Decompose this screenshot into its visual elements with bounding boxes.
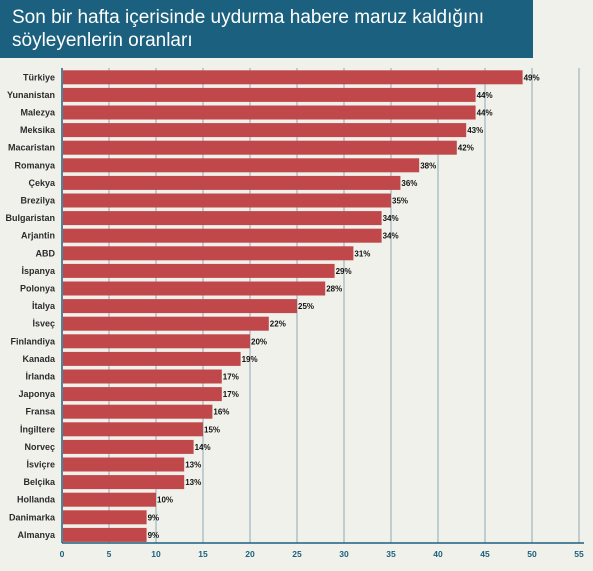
category-label: İrlanda [25,372,56,382]
bar [63,475,185,490]
value-label: 9% [148,531,160,540]
x-tick-label: 35 [386,549,396,559]
bar [63,193,391,208]
value-label: 13% [185,478,201,487]
chart-title: Son bir hafta içerisinde uydurma habere … [12,7,485,51]
bar [63,316,269,331]
value-label: 34% [383,232,399,241]
x-tick-label: 55 [574,549,584,559]
bar [63,439,194,454]
value-label: 43% [467,126,483,135]
x-tick-label: 15 [198,549,208,559]
title-banner: Son bir hafta içerisinde uydurma habere … [0,0,533,58]
category-label: İngiltere [20,424,55,434]
bar [63,299,297,314]
bar [63,246,354,261]
value-label: 16% [213,408,229,417]
category-label: Polonya [20,284,56,294]
value-label: 49% [524,73,540,82]
value-label: 31% [354,249,370,258]
x-tick-label: 0 [60,549,65,559]
category-label: Çekya [28,178,56,188]
value-label: 10% [157,496,173,505]
bar [63,510,147,525]
x-tick-label: 10 [151,549,161,559]
x-tick-label: 45 [480,549,490,559]
x-tick-label: 20 [245,549,255,559]
value-label: 36% [401,179,417,188]
value-label: 9% [148,513,160,522]
value-label: 38% [420,161,436,170]
category-label: Arjantin [21,231,55,241]
category-label: ABD [36,248,56,258]
value-label: 19% [242,355,258,364]
category-label: Danimarka [9,512,56,522]
axes: 0 5 10 15 20 25 30 35 40 45 50 55 Türkiye 49% Yunanist… [5,68,584,559]
bar [63,228,382,243]
x-tick-label: 5 [107,549,112,559]
category-label: Almanya [17,530,56,540]
category-label: Hollanda [17,495,56,505]
bar [63,527,147,542]
bar [63,351,241,366]
value-label: 15% [204,425,220,434]
category-label: Meksika [20,125,56,135]
bars [63,70,523,542]
category-label: İtalya [32,301,56,311]
bar [63,158,420,173]
category-label: Türkiye [23,72,55,82]
bar [63,369,222,384]
category-label: Romanya [14,160,56,170]
category-label: İspanya [21,266,56,276]
value-label: 17% [223,373,239,382]
category-label: Macaristan [8,143,55,153]
bar [63,422,203,437]
category-label: Bulgaristan [5,213,55,223]
bar [63,263,335,278]
x-tick-label: 30 [339,549,349,559]
value-label: 17% [223,390,239,399]
bar [63,70,523,85]
value-label: 34% [383,214,399,223]
bar [63,387,222,402]
bar [63,175,401,190]
bar [63,281,326,296]
value-label: 28% [326,285,342,294]
x-tick-label: 40 [433,549,443,559]
bar [63,123,467,138]
bar [63,334,250,349]
value-label: 22% [270,320,286,329]
category-label: Fransa [25,407,56,417]
category-label: Belçika [23,477,56,487]
value-label: 42% [458,144,474,153]
category-label: Malezya [20,108,56,118]
category-label: Norveç [24,442,55,452]
bar [63,457,185,472]
bar [63,404,213,419]
category-label: Japonya [18,389,56,399]
bar [63,492,156,507]
bar [63,105,476,120]
category-label: Yunanistan [7,90,55,100]
category-label: İsviçre [26,460,55,470]
value-label: 29% [336,267,352,276]
bar [63,211,382,226]
category-label: Finlandiya [10,336,56,346]
value-label: 44% [477,91,493,100]
value-label: 20% [251,337,267,346]
category-label: İsveç [32,319,55,329]
x-tick-label: 25 [292,549,302,559]
value-label: 44% [477,109,493,118]
value-label: 13% [185,461,201,470]
x-tick-label: 50 [527,549,537,559]
value-label: 14% [195,443,211,452]
value-label: 25% [298,302,314,311]
value-label: 35% [392,197,408,206]
category-label: Kanada [22,354,56,364]
bar [63,140,457,155]
bar [63,87,476,102]
category-label: Brezilya [20,196,56,206]
